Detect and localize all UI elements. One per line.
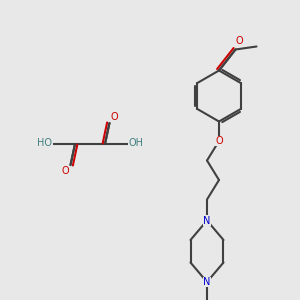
Text: O: O bbox=[61, 166, 69, 176]
Text: HO: HO bbox=[38, 137, 52, 148]
Text: N: N bbox=[203, 277, 211, 287]
Text: N: N bbox=[203, 215, 211, 226]
Text: O: O bbox=[215, 136, 223, 146]
Text: O: O bbox=[236, 36, 243, 46]
Text: O: O bbox=[111, 112, 119, 122]
Text: OH: OH bbox=[128, 137, 143, 148]
